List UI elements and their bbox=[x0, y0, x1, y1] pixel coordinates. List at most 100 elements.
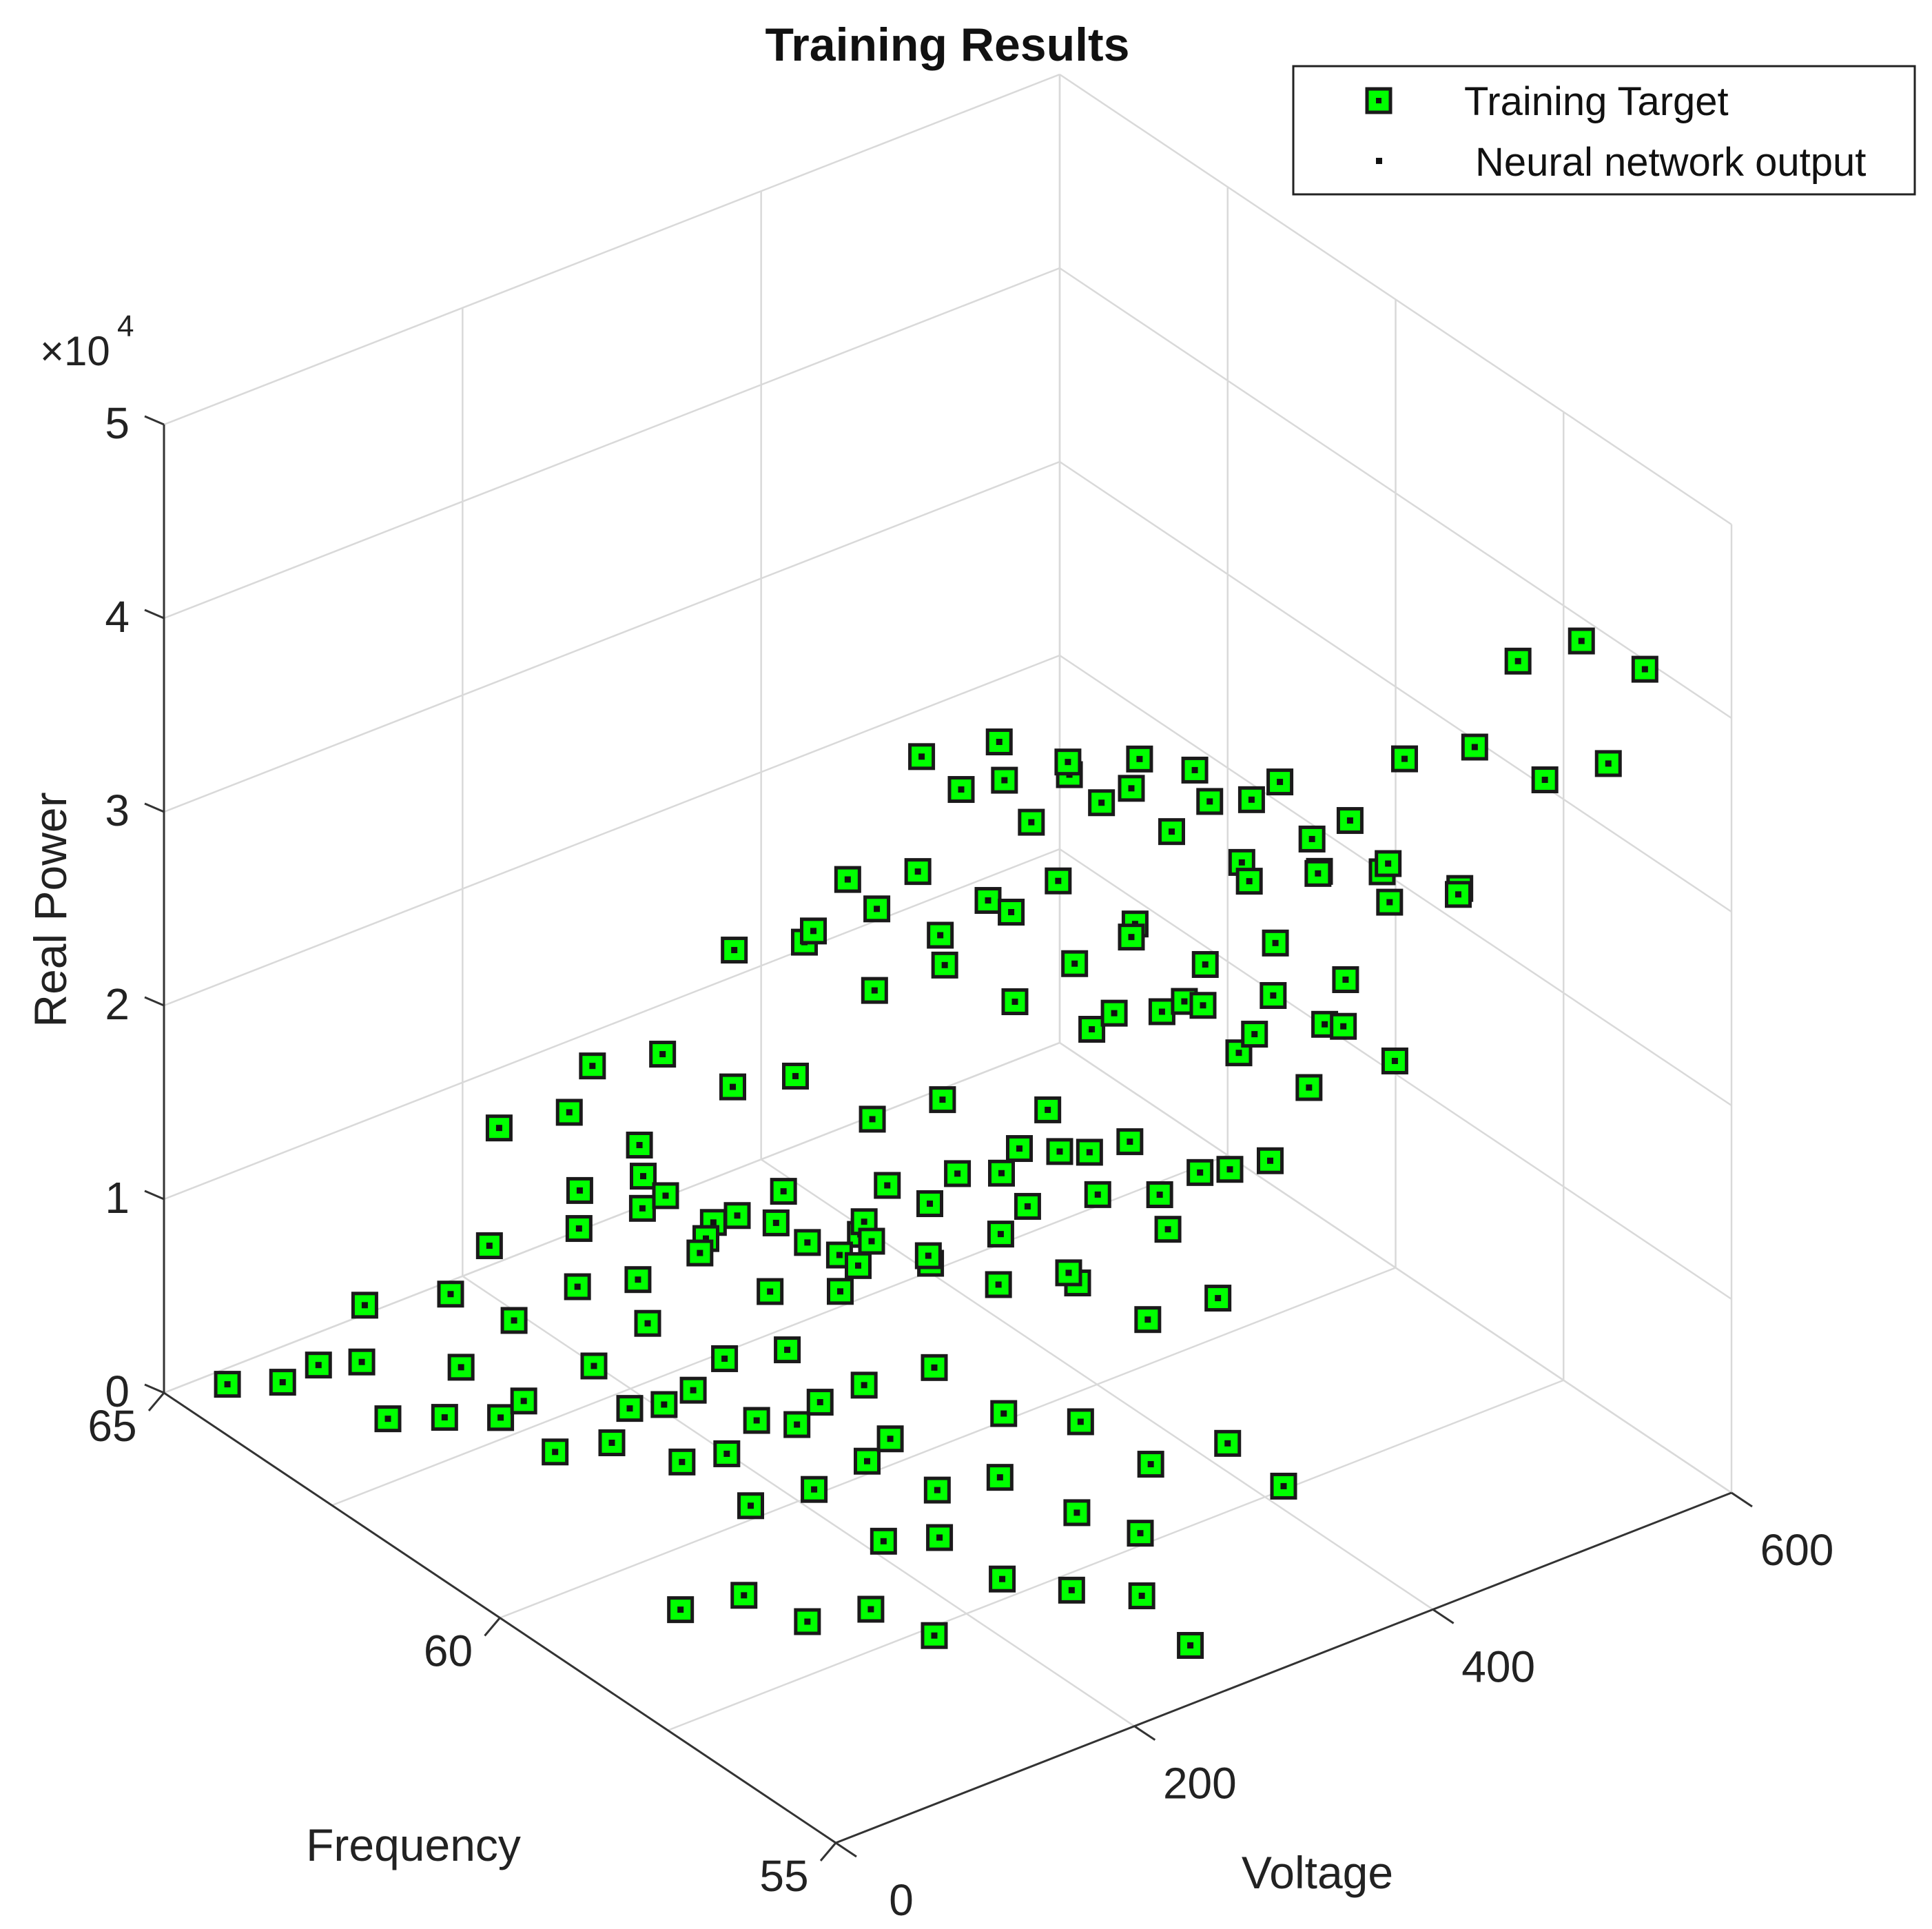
training-target-marker bbox=[719, 1073, 746, 1101]
training-target-marker bbox=[650, 1391, 678, 1418]
real-power-tick bbox=[144, 1190, 165, 1201]
data-point bbox=[580, 1352, 608, 1380]
network-output-marker bbox=[1226, 1166, 1233, 1173]
network-output-marker bbox=[958, 786, 965, 793]
data-point bbox=[926, 1524, 954, 1551]
training-target-marker bbox=[926, 1524, 954, 1551]
training-target-marker bbox=[1186, 1159, 1214, 1186]
data-point bbox=[566, 1176, 593, 1204]
data-point bbox=[827, 1278, 854, 1305]
voltage-tick-label: 0 bbox=[889, 1875, 914, 1925]
network-output-marker bbox=[753, 1417, 760, 1424]
training-target-marker bbox=[679, 1376, 707, 1404]
data-point bbox=[475, 1232, 503, 1260]
network-output-marker bbox=[1128, 934, 1135, 941]
data-point bbox=[1260, 981, 1287, 1009]
data-point bbox=[1336, 807, 1364, 835]
data-point bbox=[863, 895, 891, 923]
network-output-marker bbox=[1238, 859, 1245, 866]
data-point bbox=[947, 776, 975, 804]
data-point bbox=[628, 1194, 656, 1222]
data-point bbox=[1196, 788, 1224, 815]
network-output-marker bbox=[1127, 1139, 1133, 1145]
training-target-marker bbox=[1177, 1631, 1204, 1659]
training-target-marker bbox=[1445, 881, 1472, 908]
network-output-marker bbox=[792, 1072, 799, 1079]
network-output-marker bbox=[1098, 799, 1105, 806]
training-target-marker bbox=[861, 977, 888, 1004]
network-output-marker bbox=[1641, 666, 1648, 673]
network-output-marker bbox=[1144, 1316, 1151, 1323]
network-output-marker bbox=[1191, 766, 1198, 773]
network-output-marker bbox=[1138, 1593, 1145, 1600]
wall-gridline bbox=[163, 267, 1060, 620]
network-output-marker bbox=[644, 1320, 651, 1327]
data-point bbox=[927, 921, 954, 949]
data-point bbox=[743, 1407, 770, 1434]
data-point bbox=[1154, 1216, 1182, 1243]
data-point bbox=[757, 1278, 784, 1305]
network-output-marker bbox=[1187, 1642, 1194, 1649]
network-output-marker bbox=[925, 1252, 932, 1259]
wall-gridline bbox=[163, 1041, 1060, 1394]
data-point bbox=[914, 1242, 942, 1269]
data-point bbox=[1330, 1012, 1357, 1040]
network-output-marker bbox=[520, 1398, 527, 1405]
data-point bbox=[989, 1565, 1016, 1593]
training-target-marker bbox=[1631, 655, 1658, 683]
network-output-marker bbox=[1089, 1026, 1096, 1033]
data-point bbox=[737, 1492, 764, 1520]
network-output-marker bbox=[458, 1364, 464, 1371]
network-output-marker bbox=[690, 1387, 697, 1394]
network-output-marker bbox=[1197, 1169, 1204, 1176]
data-point bbox=[794, 1608, 821, 1635]
wall-gridline bbox=[1059, 460, 1732, 913]
network-output-marker bbox=[635, 1276, 641, 1283]
data-point bbox=[1078, 1016, 1106, 1043]
data-point bbox=[1391, 745, 1418, 773]
data-point bbox=[1504, 647, 1532, 675]
data-point bbox=[762, 1209, 790, 1236]
network-output-marker bbox=[868, 1238, 875, 1245]
real-power-tick-label: 4 bbox=[105, 592, 130, 642]
data-point bbox=[1214, 1429, 1242, 1457]
data-point bbox=[923, 1476, 951, 1504]
network-output-marker bbox=[1065, 759, 1071, 766]
legend-network-output-dot bbox=[1376, 158, 1382, 164]
network-output-marker bbox=[703, 1235, 709, 1242]
network-output-marker bbox=[575, 1225, 582, 1232]
data-point bbox=[1045, 867, 1072, 895]
data-point bbox=[1241, 1021, 1268, 1048]
data-point bbox=[487, 1404, 515, 1431]
data-point bbox=[1034, 1096, 1062, 1123]
data-point bbox=[985, 728, 1013, 756]
data-point bbox=[348, 1348, 376, 1376]
data-point bbox=[719, 1073, 746, 1101]
network-output-marker bbox=[1128, 785, 1135, 792]
real-power-tick-label: 5 bbox=[105, 398, 130, 448]
data-point bbox=[974, 887, 1002, 915]
real-power-tick bbox=[144, 996, 165, 1007]
data-point bbox=[991, 766, 1018, 794]
network-output-marker bbox=[861, 1218, 867, 1225]
floor-gridline bbox=[331, 1154, 1229, 1507]
network-output-marker bbox=[358, 1358, 365, 1365]
voltage-tick bbox=[835, 1841, 857, 1858]
voltage-tick bbox=[1731, 1491, 1753, 1508]
axis-labels: 5560650200400600012345FrequencyVoltageRe… bbox=[25, 398, 1833, 1925]
network-output-marker bbox=[794, 1421, 801, 1428]
network-output-marker bbox=[679, 1458, 686, 1465]
network-output-marker bbox=[1386, 899, 1393, 906]
network-output-marker bbox=[836, 1252, 843, 1258]
network-output-marker bbox=[996, 1474, 1003, 1481]
data-point bbox=[565, 1215, 593, 1243]
z-exponent-label: ×10 4 bbox=[40, 309, 134, 374]
network-output-marker bbox=[734, 1212, 741, 1219]
network-output-marker bbox=[1308, 835, 1315, 842]
network-output-marker bbox=[837, 1288, 843, 1295]
real-power-tick-label: 2 bbox=[105, 979, 130, 1029]
legend[interactable]: Training Target Neural network output bbox=[1292, 65, 1916, 196]
network-output-marker bbox=[661, 1401, 668, 1408]
data-point bbox=[845, 1252, 872, 1279]
real-power-tick-label: 1 bbox=[105, 1173, 130, 1223]
